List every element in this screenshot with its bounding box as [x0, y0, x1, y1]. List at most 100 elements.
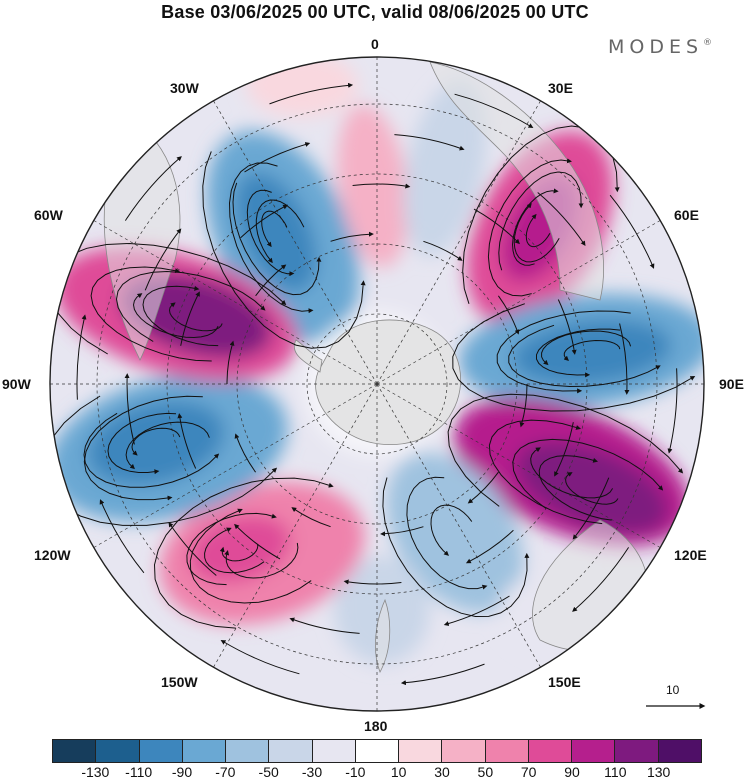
logo-mark: ®: [703, 38, 713, 48]
streamline: [76, 314, 87, 400]
streamline: [83, 412, 220, 488]
streamline: [220, 639, 300, 675]
colorbar-cell: [442, 740, 486, 762]
streamlines: [50, 82, 696, 686]
anomaly-lobe: [87, 400, 225, 486]
streamline: [153, 477, 334, 629]
streamline: [512, 438, 664, 509]
streamline: [240, 204, 289, 239]
colorbar-tick-label: -30: [301, 764, 323, 780]
streamline: [50, 242, 287, 355]
streamline: [352, 183, 411, 189]
colorbar-cell: [355, 740, 400, 762]
streamline: [563, 339, 621, 361]
streamline: [525, 213, 551, 248]
streamline: [226, 340, 235, 385]
meridian-line: [376, 383, 663, 550]
colorbar-cell: [96, 740, 140, 762]
streamline: [343, 579, 402, 585]
streamline: [168, 302, 223, 332]
anomaly-lobe: [189, 515, 291, 583]
streamline: [132, 293, 219, 339]
lon-label-120w: 120W: [34, 547, 71, 563]
colorbar-cell: [399, 740, 443, 762]
colorbar-cell: [182, 740, 227, 762]
streamline: [394, 134, 465, 151]
meridian-line: [211, 383, 378, 670]
streamline: [180, 291, 200, 346]
colorbar-cell: [269, 740, 313, 762]
streamline: [144, 228, 182, 291]
colorbar-cell: [485, 740, 529, 762]
streamline: [234, 433, 257, 473]
colorbar-tick-label: -10: [345, 764, 366, 780]
streamline: [467, 471, 499, 504]
lon-label-30e: 30E: [548, 80, 573, 96]
anomaly-lobe: [512, 319, 672, 385]
latitude-circle: [306, 313, 448, 455]
lon-label-180: 180: [364, 718, 388, 734]
streamline: [125, 421, 210, 470]
antarctica: [315, 319, 462, 446]
colorbar-cell: [312, 740, 356, 762]
meridian-line: [376, 98, 543, 385]
streamline: [261, 210, 288, 248]
streamline: [538, 455, 612, 521]
map-border: [49, 56, 705, 712]
lon-label-150w: 150W: [161, 674, 198, 690]
streamline: [465, 529, 514, 564]
meridian-line: [376, 218, 663, 385]
colorbar-tick-label: 130: [646, 764, 671, 780]
streamline: [537, 192, 586, 247]
streamline: [202, 151, 366, 349]
colorbar-tick-label: 30: [434, 764, 450, 780]
streamline: [289, 617, 360, 634]
streamline: [124, 373, 135, 445]
streamline: [244, 142, 311, 173]
streamline: [536, 328, 621, 378]
streamline: [565, 472, 619, 505]
streamline: [667, 368, 678, 454]
streamline: [204, 527, 265, 574]
lon-label-30w: 30W: [170, 80, 199, 96]
streamline: [554, 422, 574, 477]
streamline: [443, 595, 510, 626]
map-title: Base 03/06/2025 00 UTC, valid 08/06/2025…: [161, 2, 589, 22]
streamline: [380, 526, 424, 537]
streamline: [330, 231, 374, 242]
streamline: [90, 266, 212, 362]
streamline: [473, 208, 520, 245]
streamline: [83, 395, 203, 501]
latitude-circle: [96, 103, 658, 665]
anomaly-lobe: [386, 453, 524, 613]
streamline: [498, 171, 584, 271]
lon-label-60e: 60E: [674, 207, 699, 223]
streamline: [557, 299, 577, 355]
colorbar: [52, 739, 702, 763]
streamline: [168, 521, 217, 576]
streamline: [382, 477, 530, 618]
streamline: [291, 507, 331, 528]
streamline: [496, 310, 631, 394]
streamline: [430, 504, 473, 556]
streamline: [131, 427, 181, 456]
streamline: [124, 156, 182, 221]
streamline: [511, 188, 559, 266]
colorbar-tick-label: -90: [171, 764, 193, 780]
streamline: [177, 413, 197, 469]
streamline: [447, 393, 684, 507]
logo-text: MODES: [608, 36, 704, 58]
streamline: [142, 285, 219, 347]
colorbar-cell: [615, 740, 659, 762]
streamline: [497, 295, 520, 335]
africa: [429, 61, 605, 301]
anomaly-lobe: [246, 57, 358, 117]
streamline: [246, 189, 295, 277]
lon-label-60w: 60W: [34, 207, 63, 223]
streamline: [454, 93, 534, 129]
streamline: [99, 499, 145, 574]
colorbar-tick-label: 90: [564, 764, 580, 780]
streamline: [487, 158, 572, 297]
meridian-line: [211, 98, 378, 385]
